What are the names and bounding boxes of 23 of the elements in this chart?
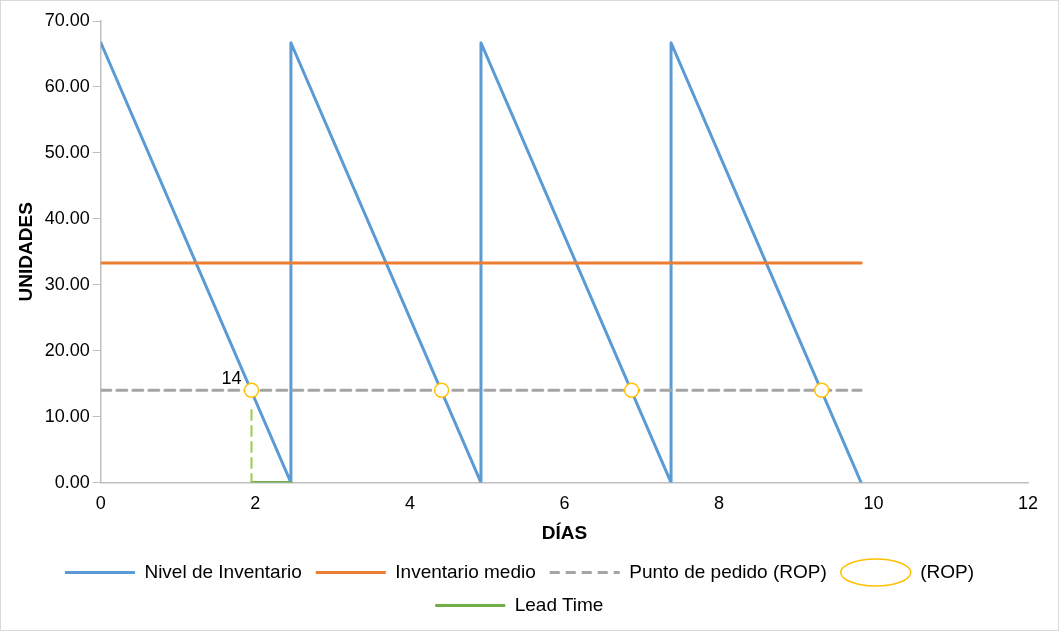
x-tick-label: 2 <box>250 493 261 514</box>
y-tick-label: 30.00 <box>44 273 90 294</box>
legend-label: Punto de pedido (ROP) <box>629 560 827 582</box>
x-axis-title: DÍAS <box>541 521 588 543</box>
legend-label: Lead Time <box>514 593 604 615</box>
y-tick-label: 20.00 <box>44 339 90 360</box>
x-tick-label: 6 <box>559 493 570 514</box>
y-tick-label: 70.00 <box>44 9 90 30</box>
x-tick-label: 8 <box>713 493 724 514</box>
annotation: 14 <box>221 368 242 389</box>
y-axis-title: UNIDADES <box>14 202 36 302</box>
legend-label: Inventario medio <box>395 560 536 582</box>
y-tick-label: 60.00 <box>44 75 90 96</box>
x-tick-label: 4 <box>404 493 415 514</box>
legend-label: (ROP) <box>920 560 975 582</box>
y-tick-label: 50.00 <box>44 141 90 162</box>
x-tick-label: 12 <box>1017 493 1039 514</box>
x-tick-label: 0 <box>95 493 106 514</box>
y-tick-label: 40.00 <box>44 207 90 228</box>
legend-label: Nivel de Inventario <box>144 560 302 582</box>
y-tick-label: 0.00 <box>54 471 90 492</box>
y-tick-label: 10.00 <box>44 405 90 426</box>
x-tick-label: 10 <box>863 493 884 514</box>
